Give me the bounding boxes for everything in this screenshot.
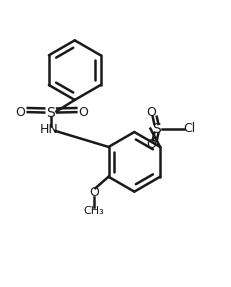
Text: O: O <box>77 106 87 119</box>
Text: O: O <box>15 106 24 119</box>
Text: CH₃: CH₃ <box>83 206 104 216</box>
Text: O: O <box>89 186 99 199</box>
Text: Cl: Cl <box>182 122 195 135</box>
Text: S: S <box>46 106 55 120</box>
Text: O: O <box>146 106 156 119</box>
Text: S: S <box>151 122 160 135</box>
Text: HN: HN <box>40 123 59 136</box>
Text: O: O <box>146 138 156 151</box>
